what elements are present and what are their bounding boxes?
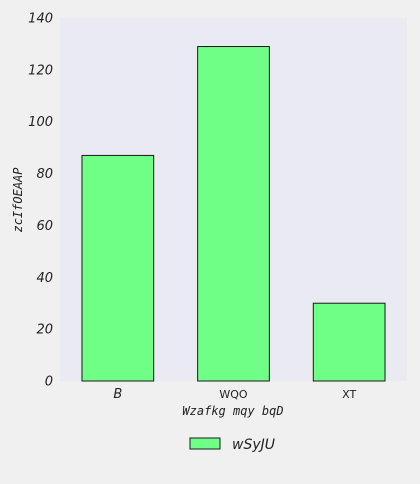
y-axis-title: zcIfOEAAP bbox=[11, 167, 25, 233]
y-ticks: 0 20 40 60 80 100 120 140 bbox=[28, 12, 53, 390]
x-tick-label: WQO bbox=[219, 388, 248, 401]
legend-swatch bbox=[189, 437, 221, 450]
legend: wSyJU bbox=[189, 437, 275, 453]
legend-label: wSyJU bbox=[232, 437, 275, 453]
x-tick-label: XT bbox=[342, 388, 356, 401]
y-tick-label: 40 bbox=[36, 271, 53, 286]
bar-b bbox=[81, 154, 155, 382]
y-tick-label: 20 bbox=[36, 323, 53, 338]
y-tick-label: 100 bbox=[28, 115, 53, 130]
y-tick-label: 80 bbox=[36, 167, 53, 182]
y-tick-label: 140 bbox=[28, 12, 53, 27]
bar-wqo bbox=[197, 46, 270, 382]
y-tick-label: 60 bbox=[36, 219, 53, 234]
bar-xt bbox=[312, 302, 386, 382]
y-tick-label: 120 bbox=[28, 63, 53, 78]
x-tick-label: B bbox=[113, 387, 122, 402]
x-ticks: B WQO XT bbox=[113, 387, 356, 402]
bars-layer bbox=[81, 46, 386, 382]
y-tick-label: 0 bbox=[45, 375, 53, 390]
x-axis-title: Wzafkg mqy bqD bbox=[182, 404, 283, 418]
